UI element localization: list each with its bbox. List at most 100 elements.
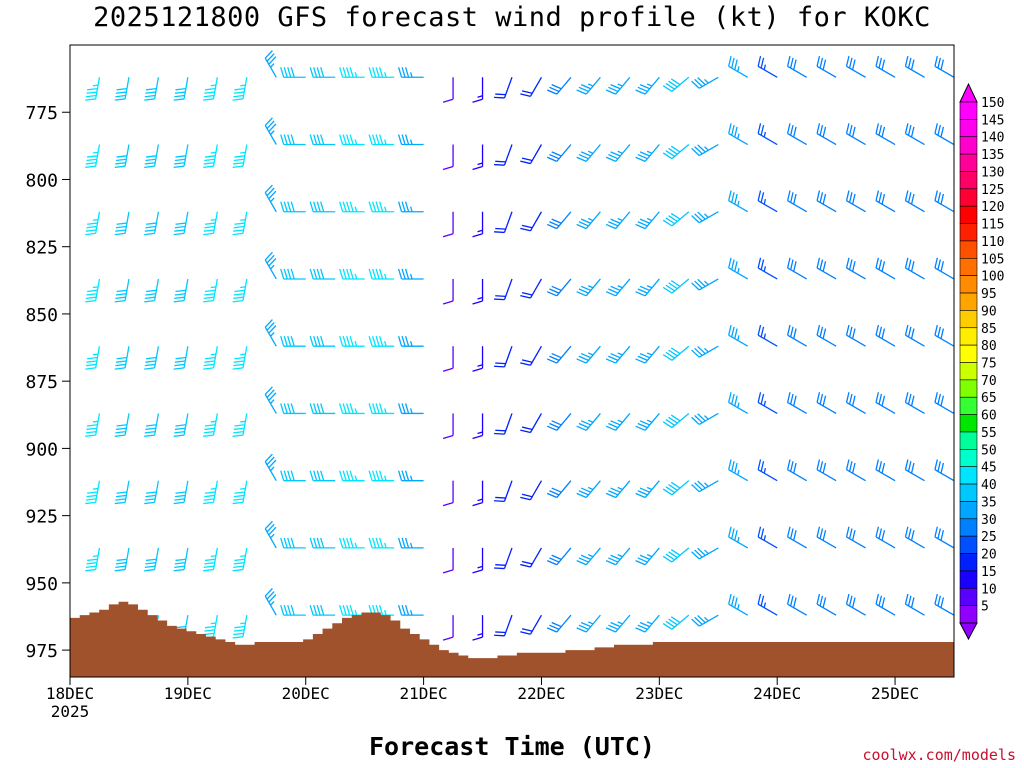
- barb-half: [63, 287, 68, 288]
- barb-half: [270, 533, 275, 539]
- barb-full: [637, 153, 648, 160]
- barb-full: [580, 420, 592, 426]
- barb-full: [728, 123, 732, 134]
- colorbar-swatch: [959, 153, 978, 172]
- barb-full: [851, 530, 856, 541]
- wind-barb: [280, 67, 306, 78]
- barb-half: [587, 150, 594, 154]
- wind-barb: [203, 346, 218, 370]
- barb-full: [549, 221, 560, 227]
- barb-half: [477, 565, 483, 569]
- barb-full: [56, 297, 66, 298]
- barb-full: [816, 459, 821, 470]
- barb-staff: [905, 603, 925, 616]
- barb-staff: [212, 346, 218, 368]
- barb-full: [694, 347, 703, 356]
- barb-staff: [728, 603, 749, 616]
- barb-full: [549, 624, 560, 630]
- barb-staff: [264, 259, 277, 280]
- barb-full: [339, 336, 344, 347]
- barb-full: [731, 595, 735, 607]
- barb-full: [760, 259, 765, 270]
- barb-full: [290, 336, 295, 347]
- wind-barb: [691, 278, 719, 291]
- barb-full: [521, 628, 533, 632]
- wind-barb: [546, 413, 572, 431]
- barb-full: [907, 393, 912, 405]
- barb-full: [442, 636, 454, 641]
- barb-full: [57, 495, 67, 496]
- wind-barb: [605, 211, 631, 230]
- barb-full: [997, 529, 999, 539]
- barb-full: [342, 537, 347, 549]
- wind-barb: [339, 134, 365, 146]
- x-axis-label: Forecast Time (UTC): [369, 732, 655, 761]
- wind-barb: [144, 77, 160, 101]
- wind-barb: [520, 480, 543, 501]
- barb-full: [881, 193, 886, 205]
- barb-staff: [671, 144, 690, 160]
- barb-full: [342, 134, 347, 145]
- wind-barb: [875, 593, 896, 616]
- barb-staff: [757, 603, 778, 616]
- barb-full: [313, 403, 318, 414]
- barb-staff: [698, 278, 719, 291]
- barb-full: [845, 190, 850, 201]
- wind-barb: [368, 403, 395, 415]
- y-tick-label: 900: [25, 439, 58, 460]
- barb-full: [280, 537, 285, 549]
- barb-full: [174, 296, 185, 300]
- barb-staff: [95, 144, 101, 167]
- barb-full: [521, 291, 533, 296]
- barb-full: [520, 496, 531, 501]
- colorbar-label: 150: [981, 96, 1004, 111]
- barb-staff: [671, 76, 690, 92]
- barb-full: [280, 268, 285, 280]
- barb-full: [662, 286, 673, 294]
- barb-full: [786, 324, 791, 336]
- barb-full: [115, 225, 127, 229]
- barb-full: [233, 229, 244, 232]
- barb-half: [63, 556, 68, 557]
- barb-full: [115, 158, 127, 162]
- barb-full: [608, 490, 619, 496]
- barb-full: [875, 593, 880, 605]
- barb-staff: [529, 211, 543, 232]
- wind-barb: [339, 201, 365, 213]
- wind-barb: [494, 345, 513, 368]
- barb-full: [234, 625, 245, 629]
- barb-staff: [264, 461, 277, 482]
- barb-staff: [212, 211, 218, 234]
- barb-full: [610, 151, 621, 157]
- barb-full: [203, 296, 215, 300]
- barb-half: [704, 280, 709, 286]
- barb-full: [793, 395, 797, 407]
- barb-staff: [698, 614, 719, 627]
- colorbar-label: 100: [981, 270, 1004, 285]
- wind-barb: [728, 257, 749, 280]
- barb-full: [204, 562, 215, 565]
- barb-full: [342, 336, 347, 347]
- wind-barb: [397, 336, 424, 347]
- colorbar-label: 115: [981, 218, 1004, 233]
- barb-staff: [529, 345, 543, 366]
- barb-full: [280, 336, 285, 347]
- wind-barb: [280, 537, 306, 549]
- barb-staff: [644, 413, 660, 431]
- barb-full: [494, 500, 505, 502]
- wind-barb: [662, 480, 690, 496]
- barb-full: [851, 261, 856, 272]
- barb-staff: [153, 278, 160, 301]
- barb-staff: [728, 401, 749, 415]
- wind-barb: [904, 526, 925, 549]
- barb-full: [342, 201, 347, 212]
- barb-full: [375, 268, 380, 280]
- wind-barb: [264, 50, 277, 78]
- barb-half: [409, 206, 413, 212]
- barb-full: [546, 223, 558, 230]
- colorbar-swatch: [959, 431, 978, 450]
- barb-full: [691, 80, 700, 89]
- barb-full: [997, 58, 999, 68]
- barb-full: [320, 470, 325, 481]
- barb-full: [910, 395, 915, 407]
